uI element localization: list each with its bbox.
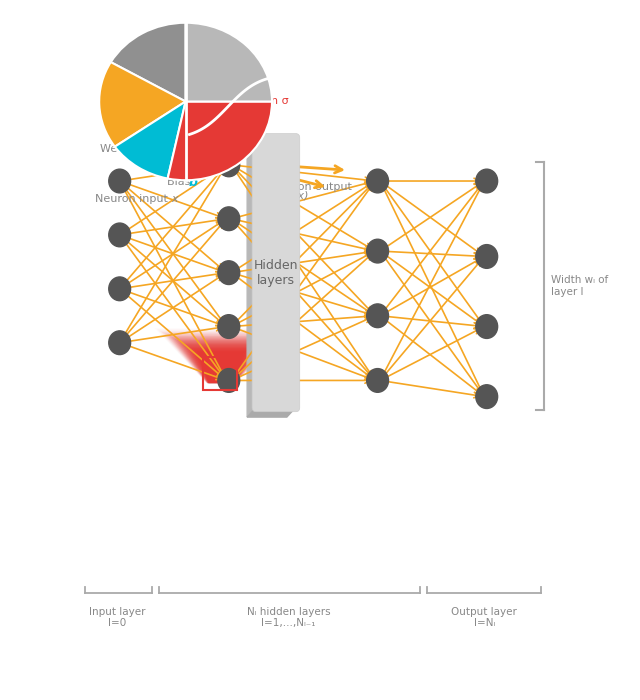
Text: b: b [188, 176, 197, 188]
Polygon shape [184, 344, 259, 383]
Circle shape [476, 244, 498, 268]
Polygon shape [179, 342, 264, 383]
Text: w: w [147, 142, 159, 155]
Wedge shape [186, 22, 272, 102]
Circle shape [218, 153, 240, 176]
Wedge shape [115, 102, 186, 178]
Polygon shape [189, 346, 253, 383]
Polygon shape [182, 343, 261, 383]
Polygon shape [247, 407, 296, 417]
Circle shape [218, 369, 240, 392]
Circle shape [109, 169, 131, 193]
Text: Input layer
l=0: Input layer l=0 [89, 607, 145, 629]
Text: x: x [172, 194, 179, 204]
Text: Nₗ hidden layers
l=1,...,Nₗ₋₁: Nₗ hidden layers l=1,...,Nₗ₋₁ [246, 607, 330, 629]
Text: Neuron output: Neuron output [271, 183, 352, 193]
Circle shape [476, 169, 498, 193]
Wedge shape [99, 62, 186, 147]
Polygon shape [177, 340, 266, 383]
Wedge shape [111, 22, 186, 102]
Text: Width wₗ of
layer l: Width wₗ of layer l [551, 275, 609, 297]
Circle shape [476, 315, 498, 338]
Polygon shape [202, 354, 241, 383]
Circle shape [367, 169, 388, 193]
Circle shape [367, 304, 388, 328]
Circle shape [476, 385, 498, 409]
Polygon shape [199, 352, 244, 383]
Polygon shape [164, 333, 278, 383]
Circle shape [109, 223, 131, 247]
FancyBboxPatch shape [252, 134, 300, 412]
Text: Output layer
l=Nₗ: Output layer l=Nₗ [451, 607, 517, 629]
Polygon shape [169, 336, 273, 383]
Bar [203, 357, 237, 390]
Polygon shape [174, 339, 269, 383]
Circle shape [218, 261, 240, 284]
Polygon shape [247, 138, 296, 148]
Wedge shape [168, 102, 272, 180]
Polygon shape [196, 351, 246, 383]
Text: Weights: Weights [100, 144, 148, 154]
Polygon shape [162, 332, 281, 383]
Circle shape [109, 331, 131, 355]
Text: Bias: Bias [167, 177, 194, 187]
Polygon shape [194, 349, 248, 383]
Polygon shape [187, 345, 256, 383]
Circle shape [218, 207, 240, 230]
Text: Neuron input: Neuron input [95, 194, 172, 204]
Text: p(x): p(x) [286, 190, 308, 201]
Circle shape [218, 315, 240, 338]
Polygon shape [247, 138, 256, 417]
Circle shape [367, 239, 388, 263]
Polygon shape [172, 337, 271, 383]
Text: Hidden
layers: Hidden layers [253, 258, 298, 287]
Text: Activation function σ: Activation function σ [173, 96, 289, 106]
Polygon shape [159, 330, 284, 383]
Polygon shape [191, 348, 251, 383]
Polygon shape [167, 335, 276, 383]
Circle shape [367, 369, 388, 392]
Circle shape [109, 277, 131, 301]
